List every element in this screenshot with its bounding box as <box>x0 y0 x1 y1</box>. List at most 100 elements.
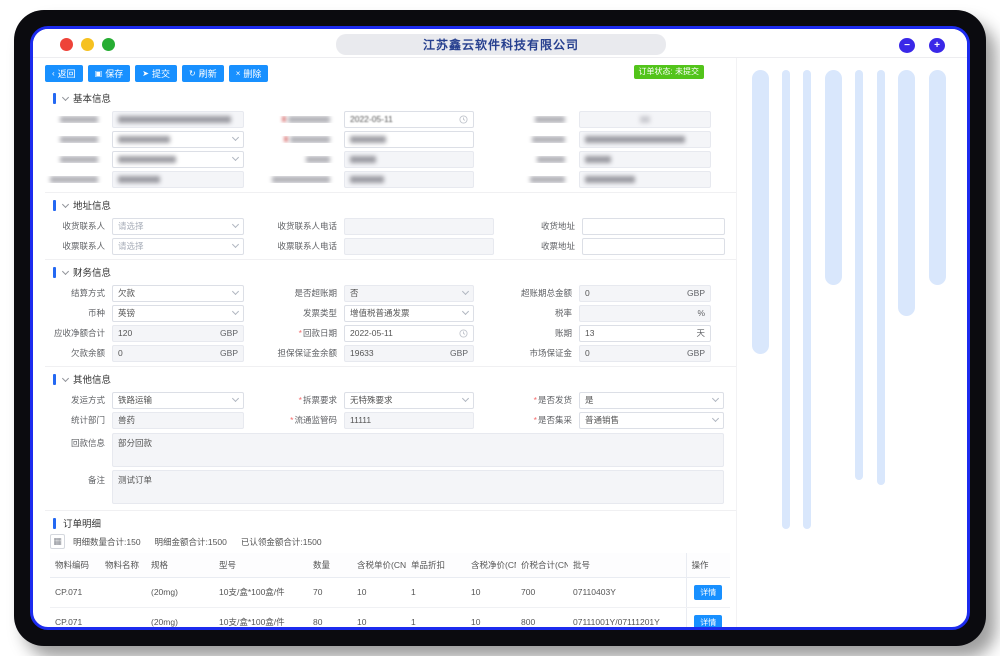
redacted-label <box>474 175 579 183</box>
redacted-label <box>244 115 344 123</box>
field-label: 是否超账期 <box>294 288 337 298</box>
field-label: 超账期总金额 <box>520 288 572 298</box>
send-icon: ➤ <box>142 68 149 78</box>
chevron-down-icon <box>231 220 240 229</box>
zoom-out-button[interactable]: − <box>899 38 915 53</box>
col-material-code: 物料编码 <box>50 553 100 578</box>
amount-total: 明细金额合计:1500 <box>154 536 227 547</box>
field-label: 欠款余额 <box>70 348 105 358</box>
col-material-name: 物料名称 <box>100 553 146 578</box>
minimize-traffic-light[interactable] <box>81 38 94 51</box>
field-label: 收货地址 <box>540 221 575 231</box>
field-label: 担保保证金余额 <box>277 348 337 358</box>
field-label: 账期 <box>554 328 572 338</box>
qty-total: 明细数量合计:150 <box>73 536 141 547</box>
receiver-contact-select[interactable]: 请选择 <box>112 217 244 235</box>
redacted-label <box>244 155 344 163</box>
skeleton-bar <box>898 70 915 316</box>
settlement-method-select[interactable]: 欠款 <box>112 284 244 302</box>
skeleton-bar <box>782 70 790 529</box>
refresh-button[interactable]: ↻ 刷新 <box>181 65 224 82</box>
close-icon: × <box>235 68 241 78</box>
submit-button[interactable]: ➤ 提交 <box>135 65 177 82</box>
form-panel: ‹ 返回 ▣ 保存 ➤ 提交 ↻ 刷新 × 删除 订单状态: 未提交 基本信息 <box>33 58 737 627</box>
field-label: 回款信息 <box>70 438 105 448</box>
section-basic-info: 基本信息 2022-05-11 <box>45 90 736 192</box>
table-header-row: 物料编码 物料名称 规格 型号 数量 含税单价(CNY) 单品折扣 含税净价(C… <box>50 553 730 578</box>
back-button[interactable]: ‹ 返回 <box>45 65 83 82</box>
field-label: 回款日期 <box>244 327 344 339</box>
save-icon: ▣ <box>94 68 103 78</box>
redacted-input[interactable] <box>344 130 474 148</box>
grid-icon[interactable]: ▦ <box>50 534 65 549</box>
invoice-contact-select[interactable]: 请选择 <box>112 237 244 255</box>
skeleton-bar <box>825 70 842 285</box>
net-receivable-field: 120 GBP <box>112 324 244 342</box>
section-accent-bar <box>53 199 56 211</box>
credit-days-input[interactable]: 13 天 <box>579 324 711 342</box>
guarantee-balance-field: 19633 GBP <box>344 344 474 362</box>
field-label: 币种 <box>87 308 105 318</box>
redacted-select[interactable] <box>112 150 244 168</box>
field-label: 结算方式 <box>70 288 105 298</box>
col-unit-price: 含税单价(CNY) <box>352 553 406 578</box>
section-address-info: 地址信息 收货联系人 请选择 收货联系人电话 收货地址 收票联系人 <box>45 192 736 259</box>
ship-flag-select[interactable]: 是 <box>579 391 724 409</box>
close-traffic-light[interactable] <box>60 38 73 51</box>
receiver-phone-field <box>344 217 494 235</box>
section-address-header[interactable]: 地址信息 <box>53 197 736 213</box>
chevron-down-icon <box>61 374 70 382</box>
chevron-down-icon <box>231 133 240 142</box>
field-label: 流通监管码 <box>244 414 344 426</box>
chevron-down-icon <box>711 414 720 423</box>
save-button[interactable]: ▣ 保存 <box>87 65 131 82</box>
field-label: 应收净额合计 <box>53 328 105 338</box>
field-label: 税率 <box>554 308 572 318</box>
chevron-down-icon <box>231 394 240 403</box>
chevron-left-icon: ‹ <box>52 68 55 78</box>
invoice-type-select[interactable]: 增值税普通发票 <box>344 304 474 322</box>
redacted-select[interactable] <box>112 130 244 148</box>
payment-date-input[interactable]: 2022-05-11 <box>344 324 474 342</box>
col-discount: 单品折扣 <box>406 553 466 578</box>
split-invoice-select[interactable]: 无特殊要求 <box>344 391 474 409</box>
zoom-in-button[interactable]: + <box>929 38 945 53</box>
order-detail-table: 物料编码 物料名称 规格 型号 数量 含税单价(CNY) 单品折扣 含税净价(C… <box>50 553 730 627</box>
section-financial-header[interactable]: 财务信息 <box>53 264 736 280</box>
overdue-flag-select: 否 <box>344 284 474 302</box>
app-title: 江苏鑫云软件科技有限公司 <box>422 38 579 52</box>
detail-button[interactable]: 详情 <box>694 614 723 627</box>
redacted-field <box>344 170 474 188</box>
claimed-total: 已认领金额合计:1500 <box>240 536 322 547</box>
chevron-down-icon <box>61 93 70 101</box>
section-title: 地址信息 <box>73 201 112 212</box>
skeleton-panel <box>737 58 967 627</box>
payment-info-textarea[interactable]: 部分回款 <box>112 433 724 467</box>
col-model: 型号 <box>214 553 308 578</box>
order-date-input[interactable]: 2022-05-11 <box>344 110 474 128</box>
field-label: 收货联系人电话 <box>277 221 337 231</box>
redacted-field <box>579 130 711 148</box>
delete-button[interactable]: × 删除 <box>228 65 269 82</box>
detail-button[interactable]: 详情 <box>694 584 723 600</box>
col-total: 价税合计(CNY) <box>516 553 568 578</box>
field-label: 是否集采 <box>474 414 579 426</box>
redacted-field <box>579 110 711 128</box>
shipping-method-select[interactable]: 铁路运输 <box>112 391 244 409</box>
currency-select[interactable]: 英镑 <box>112 304 244 322</box>
procurement-type-select[interactable]: 普通销售 <box>579 411 724 429</box>
section-title: 财务信息 <box>73 268 112 279</box>
section-other-header[interactable]: 其他信息 <box>53 371 736 387</box>
market-deposit-field: 0 GBP <box>579 344 711 362</box>
remark-textarea[interactable]: 测试订单 <box>112 470 724 504</box>
field-label: 收票联系人电话 <box>277 241 337 251</box>
redacted-field <box>344 150 474 168</box>
redacted-field <box>112 110 244 128</box>
section-basic-header[interactable]: 基本信息 <box>53 90 736 106</box>
stats-department-field: 兽药 <box>112 411 244 429</box>
section-accent-bar <box>53 266 56 278</box>
maximize-traffic-light[interactable] <box>102 38 115 51</box>
table-row: CP.071 (20mg) 10支/盒*100盒/件 70 10 1 10 70… <box>50 577 730 608</box>
redacted-label <box>45 115 112 123</box>
chevron-down-icon <box>711 394 720 403</box>
